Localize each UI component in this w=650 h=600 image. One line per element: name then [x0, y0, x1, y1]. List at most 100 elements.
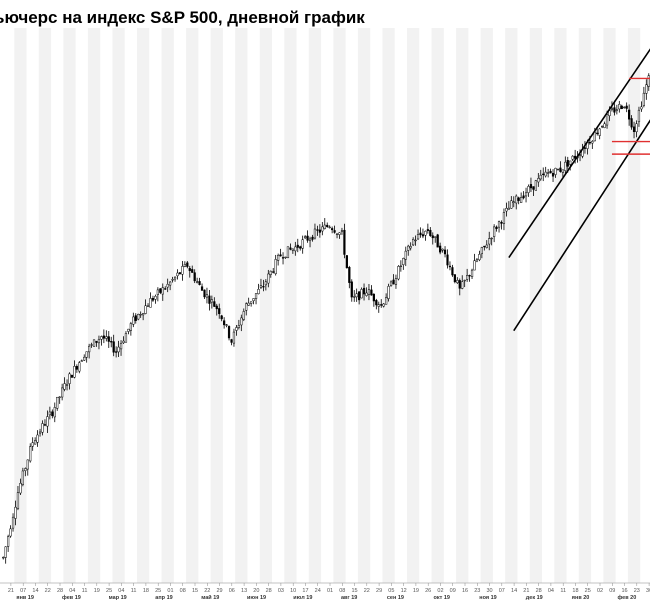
candle-body — [286, 246, 290, 259]
x-tick-label: 16 — [462, 588, 468, 594]
candle-body — [43, 424, 47, 426]
support-levels — [611, 77, 650, 155]
grid-stripe — [137, 28, 150, 583]
candle-body — [537, 178, 540, 183]
candle-body — [387, 286, 390, 299]
candle-body — [26, 459, 29, 470]
candle-body — [223, 320, 226, 326]
x-tick-label: 19 — [94, 588, 100, 594]
grid-stripe — [431, 28, 444, 583]
candle-body — [14, 506, 17, 519]
x-tick-label: 18 — [572, 588, 578, 594]
candle-body — [100, 336, 103, 340]
x-tick-label: 06 — [229, 588, 235, 594]
candle-body — [409, 246, 412, 249]
x-tick-label: 23 — [474, 588, 480, 594]
x-tick-label: 17 — [302, 588, 308, 594]
candle-body — [466, 275, 469, 280]
channel-lower-line — [513, 119, 650, 332]
candle-body — [210, 299, 213, 303]
x-tick-label: 11 — [131, 588, 137, 594]
candle-body — [426, 229, 429, 231]
candle-body — [41, 423, 44, 433]
candle-body — [151, 297, 155, 301]
candle-body — [637, 109, 641, 123]
candle-body — [620, 105, 623, 109]
x-month-label: окт 19 — [433, 595, 449, 600]
x-tick-label: 25 — [585, 588, 591, 594]
candle-body — [365, 292, 368, 296]
candle-body — [63, 383, 66, 390]
grid-stripe — [505, 28, 518, 583]
candle-body — [478, 254, 481, 261]
x-tick-label: 16 — [621, 588, 627, 594]
grid-stripe — [14, 28, 27, 583]
candle-body — [78, 362, 81, 372]
candle-body — [635, 123, 638, 133]
candle-body — [7, 536, 10, 547]
candle-body — [105, 336, 108, 339]
x-tick-label: 21 — [8, 588, 14, 594]
x-tick-label: 13 — [241, 588, 247, 594]
candle-body — [443, 249, 447, 255]
candle-body — [75, 366, 78, 370]
candle-body — [294, 246, 297, 252]
price-candles — [2, 73, 650, 564]
candle-body — [451, 267, 454, 276]
candle-body — [169, 281, 172, 286]
candle-body — [640, 106, 643, 110]
candle-body — [247, 302, 250, 306]
x-tick-label: 24 — [315, 588, 321, 594]
candle-body — [122, 340, 125, 344]
candle-body — [107, 336, 110, 342]
x-month-label: ноя 19 — [479, 595, 496, 600]
candle-body — [601, 125, 604, 128]
candle-body — [257, 289, 260, 295]
candle-body — [316, 229, 319, 231]
candle-body — [65, 384, 69, 386]
candle-body — [274, 259, 277, 274]
candle-body — [218, 308, 221, 315]
x-month-label: янв 19 — [16, 595, 34, 600]
candle-body — [605, 114, 609, 126]
candle-body — [235, 327, 238, 331]
candle-body — [404, 250, 407, 260]
candle-body — [178, 272, 182, 275]
candle-body — [200, 286, 204, 291]
x-tick-label: 09 — [450, 588, 456, 594]
candle-body — [31, 442, 34, 447]
candle-body — [291, 248, 294, 251]
x-tick-label: 08 — [180, 588, 186, 594]
candle-body — [289, 247, 292, 250]
x-month-label: май 19 — [201, 594, 219, 600]
candle-body — [19, 483, 22, 494]
candle-body — [520, 197, 523, 203]
candle-body — [517, 197, 520, 201]
x-tick-label: 09 — [609, 588, 615, 594]
candle-body — [355, 293, 358, 298]
candle-body — [424, 230, 427, 236]
candle-body — [512, 201, 515, 203]
candle-body — [539, 174, 542, 180]
candle-body — [412, 239, 415, 246]
candle-body — [358, 291, 361, 301]
candle-body — [149, 298, 152, 308]
x-tick-label: 15 — [192, 588, 198, 594]
candle-body — [348, 267, 351, 283]
candle-body — [372, 293, 375, 302]
candle-body — [414, 239, 417, 242]
candle-body — [571, 155, 574, 160]
candle-body — [566, 160, 569, 167]
x-tick-label: 22 — [364, 588, 370, 594]
candle-body — [58, 396, 61, 398]
grid-stripe — [456, 28, 469, 583]
candle-body — [456, 280, 459, 284]
candle-body — [38, 431, 42, 434]
candle-body — [446, 254, 449, 266]
grid-stripe — [235, 28, 248, 583]
x-tick-label: 20 — [253, 588, 259, 594]
candle-body — [129, 323, 132, 331]
candle-body — [21, 470, 24, 485]
x-tick-label: 11 — [82, 588, 88, 594]
grid-stripe — [333, 28, 346, 583]
